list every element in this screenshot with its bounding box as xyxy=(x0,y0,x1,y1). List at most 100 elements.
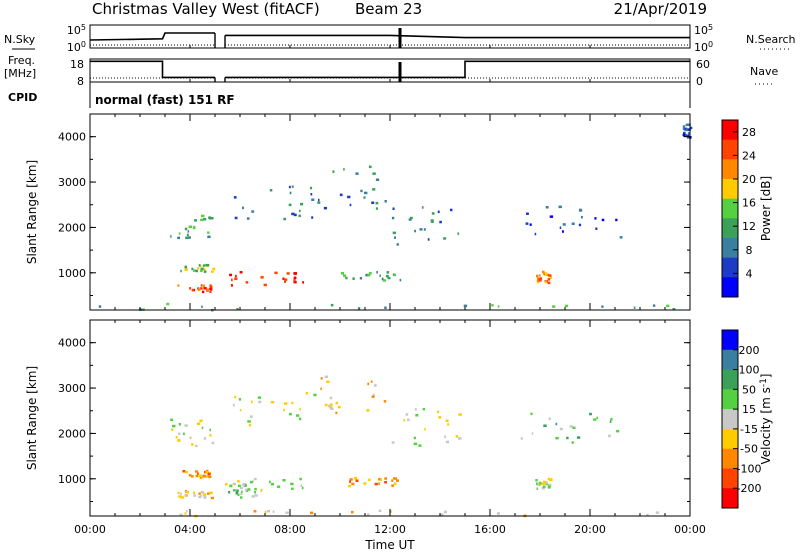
power-cell xyxy=(368,165,372,169)
power-cell xyxy=(491,304,494,307)
power-cell xyxy=(282,277,285,280)
velocity-cell xyxy=(202,475,205,479)
power-cell xyxy=(683,134,685,137)
velocity-plot-area xyxy=(90,320,690,516)
power-cell xyxy=(682,127,685,131)
power-cell xyxy=(317,201,321,204)
power-cell xyxy=(363,196,366,199)
power-cell xyxy=(427,238,430,241)
velocity-ylabel: Slant Range [km] xyxy=(25,366,39,470)
power-cell xyxy=(195,269,198,273)
velocity-cell xyxy=(270,482,274,486)
velocity-cell xyxy=(236,489,239,492)
velocity-cell xyxy=(596,416,598,420)
velocity-cell xyxy=(191,443,194,446)
power-colorbar-tick-label: 16 xyxy=(742,197,756,210)
power-cell xyxy=(349,203,352,207)
velocity-cell xyxy=(239,486,243,490)
velocity-cell xyxy=(299,477,302,481)
power-cell xyxy=(393,273,396,277)
power-cell xyxy=(184,227,188,231)
power-cell xyxy=(210,288,213,291)
freq-series-line xyxy=(225,60,690,79)
power-colorbar-tick-label: 8 xyxy=(746,244,753,257)
power-cell xyxy=(202,264,205,267)
velocity-cell xyxy=(260,488,263,492)
velocity-cell xyxy=(209,434,212,437)
velocity-cell xyxy=(413,436,416,440)
velocity-cell xyxy=(330,407,334,410)
velocity-cell xyxy=(384,481,387,484)
power-cell xyxy=(559,226,562,229)
power-colorbar-swatch xyxy=(722,277,738,298)
velocity-cell xyxy=(254,487,257,491)
power-cell xyxy=(229,273,232,277)
velocity-cell xyxy=(371,395,375,398)
power-cell xyxy=(375,201,379,205)
power-ylabel: Slant Range [km] xyxy=(25,160,39,264)
power-cell xyxy=(571,222,575,225)
power-cell xyxy=(288,203,292,207)
velocity-cell xyxy=(197,472,199,475)
power-cell xyxy=(177,284,180,287)
velocity-cell xyxy=(179,492,182,495)
velocity-cell xyxy=(537,483,540,486)
velocity-cell xyxy=(180,496,184,499)
velocity-cell xyxy=(520,437,523,440)
power-cell xyxy=(549,276,553,279)
power-cell xyxy=(347,195,351,199)
power-colorbar-swatch xyxy=(722,120,738,141)
power-cell xyxy=(191,288,194,292)
power-cell xyxy=(291,212,295,216)
velocity-cell xyxy=(445,440,449,444)
velocity-colorbar-swatch xyxy=(722,369,738,390)
power-colorbar-swatch xyxy=(722,257,738,278)
power-colorbar-swatch xyxy=(722,159,738,180)
velocity-cell xyxy=(193,491,196,494)
velocity-cell xyxy=(200,494,202,498)
velocity-cell xyxy=(254,491,256,494)
velocity-cell xyxy=(172,424,176,428)
velocity-cell xyxy=(542,480,546,484)
power-cell xyxy=(385,274,389,278)
power-cell xyxy=(379,274,381,277)
power-cell xyxy=(437,210,440,214)
velocity-cell xyxy=(313,393,317,397)
velocity-cell xyxy=(209,428,211,432)
freq-frame xyxy=(89,58,691,83)
power-cell xyxy=(300,202,304,206)
velocity-cell xyxy=(189,436,192,440)
power-cell xyxy=(197,267,200,270)
velocity-cell xyxy=(350,510,354,514)
power-cell xyxy=(615,218,618,222)
power-cell xyxy=(357,307,361,310)
nave-ytick-right-top: 60 xyxy=(696,58,710,71)
time-tick-label: 16:00 xyxy=(474,523,506,536)
velocity-cell xyxy=(403,419,406,422)
power-cell xyxy=(542,270,545,274)
power-cell xyxy=(386,271,390,274)
velocity-cell xyxy=(366,513,370,516)
velocity-panel: 1000 2000 3000 4000 Slant Range [km] xyxy=(25,319,691,518)
velocity-cell xyxy=(393,482,397,485)
power-panel: 1000 2000 3000 4000 Slant Range [km] xyxy=(25,113,693,312)
velocity-cell xyxy=(170,418,174,421)
velocity-cell xyxy=(355,479,359,482)
power-cell xyxy=(177,236,180,240)
velocity-cell xyxy=(240,492,243,496)
power-cell xyxy=(564,304,568,308)
power-cell xyxy=(293,278,296,282)
power-cell xyxy=(200,269,203,273)
power-cell xyxy=(633,306,636,309)
power-cell xyxy=(544,280,547,284)
velocity-cell xyxy=(272,510,275,513)
power-cell xyxy=(203,284,205,288)
power-cell xyxy=(203,270,207,273)
power-cell xyxy=(345,276,348,280)
velocity-cell xyxy=(238,484,241,488)
velocity-cell xyxy=(228,491,231,494)
velocity-cell xyxy=(198,492,201,495)
velocity-cell xyxy=(349,478,353,481)
noise-panel: 105 100 105 100 xyxy=(67,23,713,54)
velocity-cell xyxy=(549,478,551,482)
